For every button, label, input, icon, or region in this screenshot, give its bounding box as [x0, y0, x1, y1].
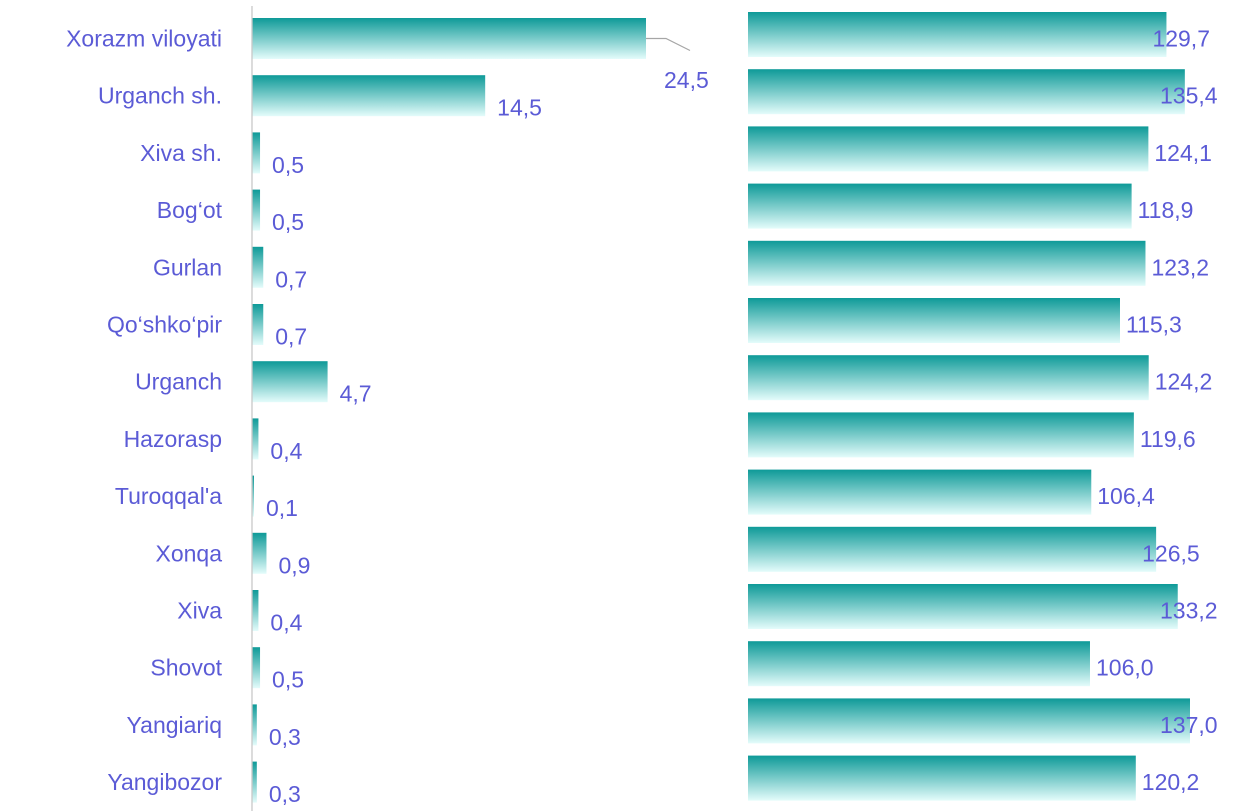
category-label: Qo‘shko‘pir — [107, 312, 222, 338]
data-label: 120,2 — [1142, 769, 1200, 795]
bar — [748, 298, 1120, 343]
bar — [252, 75, 486, 117]
bar — [252, 18, 646, 59]
bar — [252, 418, 259, 460]
bar — [252, 132, 261, 174]
data-label: 0,1 — [266, 495, 298, 521]
leader-line — [646, 37, 691, 52]
data-label: 106,0 — [1096, 655, 1154, 681]
data-label: 118,9 — [1138, 197, 1194, 223]
bar — [748, 69, 1185, 115]
data-label: 0,7 — [275, 324, 307, 350]
data-label: 124,1 — [1154, 140, 1212, 166]
category-label: Bog‘ot — [157, 197, 223, 223]
data-label: 0,3 — [269, 724, 301, 750]
data-label: 119,6 — [1140, 426, 1196, 452]
category-label: Yangiariq — [127, 712, 222, 738]
data-label: 106,4 — [1097, 483, 1155, 509]
right-bar-chart: 129,7 135,4 124,1 118,9 123,2 115,3 124,2 119,6… — [748, 12, 1218, 801]
category-label: Xiva — [177, 598, 222, 624]
category-label: Xiva sh. — [140, 140, 222, 166]
data-label: 135,4 — [1160, 83, 1218, 109]
category-label: Urganch sh. — [98, 83, 222, 109]
bar — [252, 246, 264, 288]
bar — [252, 761, 257, 803]
bar — [252, 590, 259, 631]
data-label: 115,3 — [1126, 312, 1182, 338]
category-label: Hazorasp — [124, 426, 222, 452]
bar — [252, 189, 261, 231]
bar — [252, 532, 267, 574]
data-label: 24,5 — [664, 67, 709, 93]
bar — [748, 641, 1090, 687]
bar — [252, 361, 328, 403]
bar — [748, 183, 1132, 229]
bar — [748, 526, 1157, 572]
category-label: Yangibozor — [107, 769, 222, 795]
bar — [748, 698, 1190, 744]
data-label: 126,5 — [1142, 540, 1200, 566]
data-label: 14,5 — [497, 95, 542, 121]
data-label: 124,2 — [1155, 369, 1213, 395]
bar — [748, 240, 1146, 286]
data-label: 4,7 — [340, 381, 372, 407]
data-label: 0,9 — [278, 552, 310, 578]
data-label: 133,2 — [1160, 598, 1218, 624]
category-label: Xorazm viloyati — [66, 26, 222, 52]
bar — [748, 355, 1149, 401]
category-label: Urganch — [135, 369, 222, 395]
bar — [748, 469, 1092, 515]
category-label: Gurlan — [153, 254, 222, 280]
bar — [252, 647, 261, 689]
data-label: 137,0 — [1160, 712, 1218, 738]
data-label: 0,5 — [272, 209, 304, 235]
data-label: 129,7 — [1152, 26, 1210, 52]
bar — [748, 12, 1167, 57]
bar — [252, 704, 257, 746]
data-label: 0,7 — [275, 266, 307, 292]
data-label: 123,2 — [1151, 254, 1209, 280]
left-bar-chart: Xorazm viloyati Urganch sh. Xiva sh. Bog‘ot… — [66, 6, 709, 811]
category-label: Turoqqal'a — [115, 483, 222, 509]
bar — [748, 584, 1178, 629]
data-label: 0,5 — [272, 152, 304, 178]
bar — [252, 475, 254, 517]
bar — [748, 412, 1134, 458]
data-label: 0,4 — [270, 610, 302, 636]
bar — [748, 755, 1136, 801]
bar — [252, 304, 264, 345]
data-label: 0,4 — [270, 438, 302, 464]
category-label: Shovot — [150, 655, 222, 681]
category-label: Xonqa — [155, 540, 222, 566]
data-label: 0,3 — [269, 781, 301, 807]
data-label: 0,5 — [272, 667, 304, 693]
bar — [748, 126, 1149, 172]
